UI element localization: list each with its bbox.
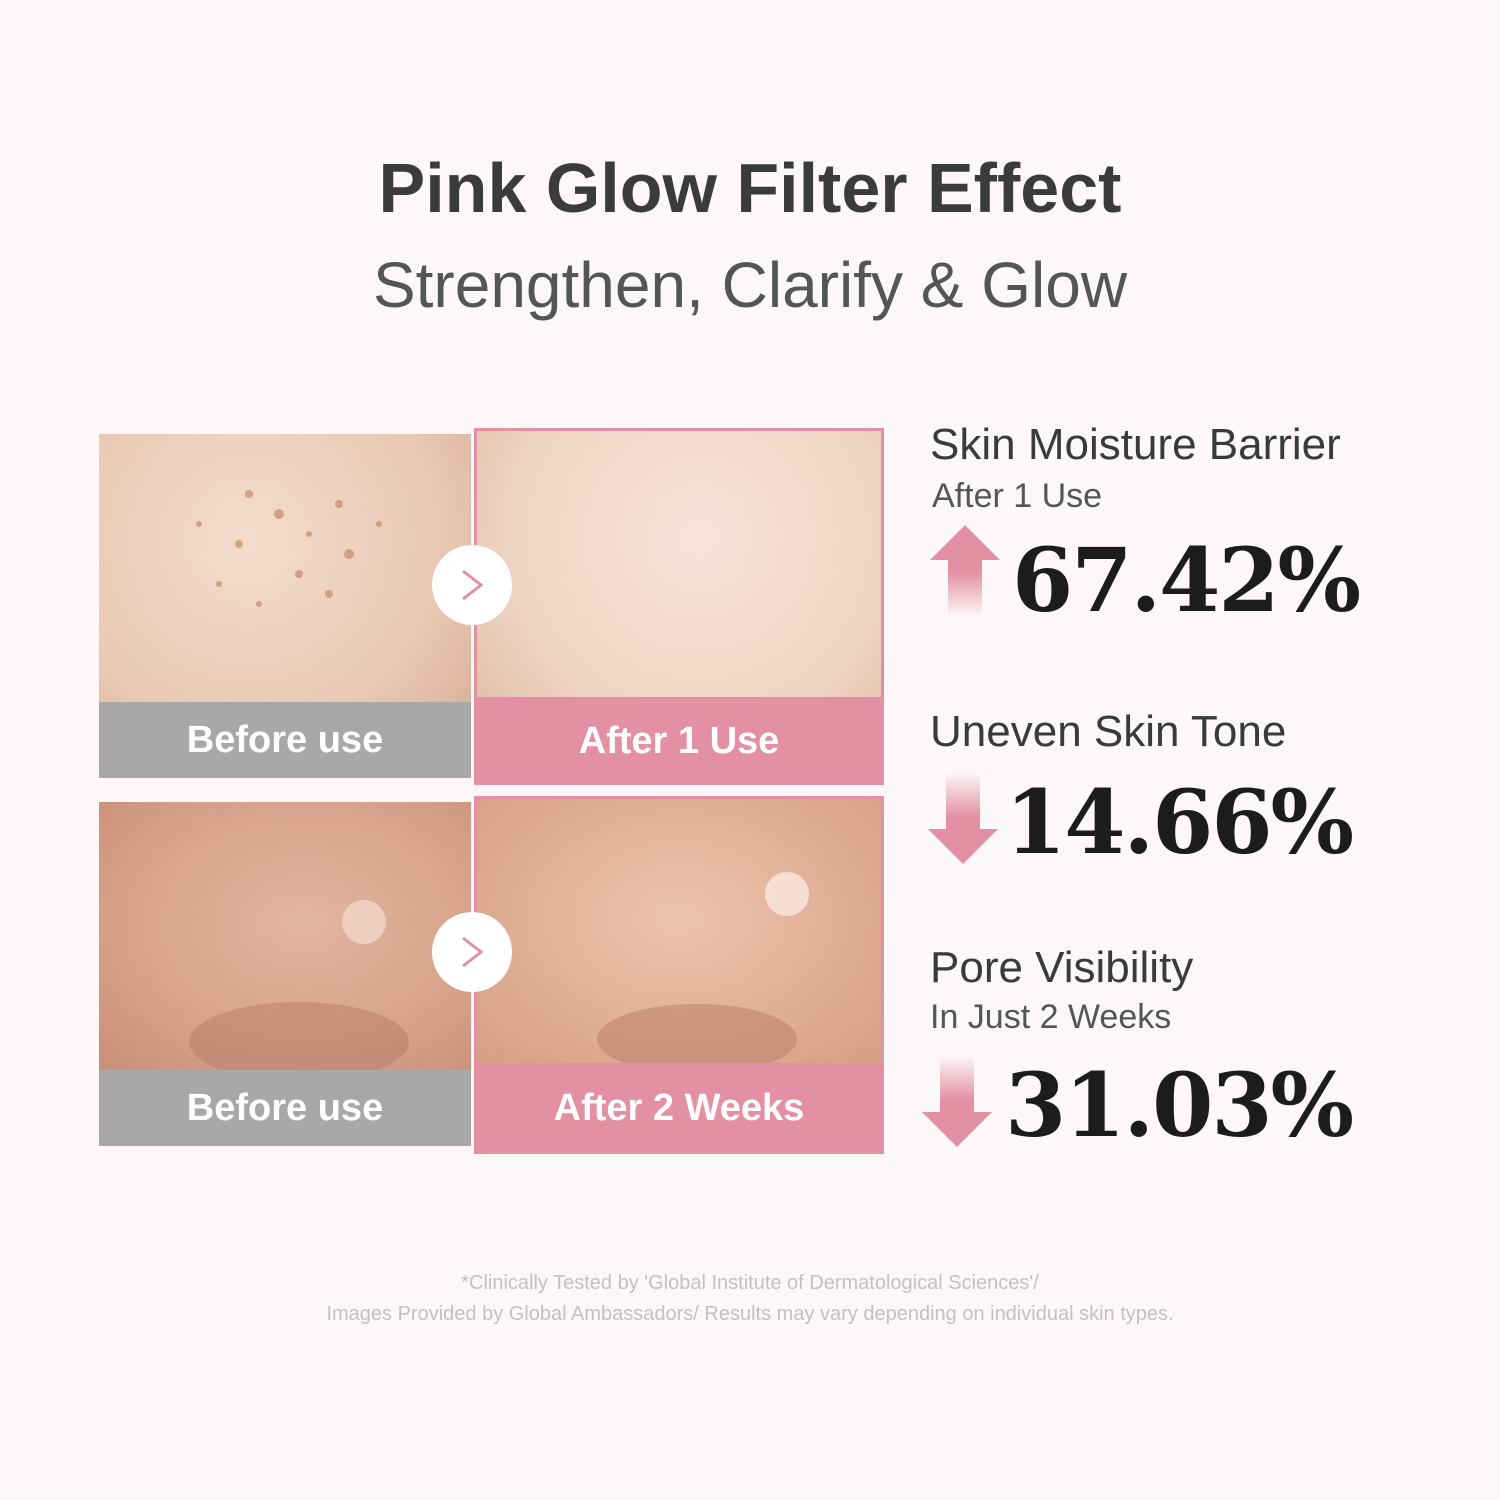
disclaimer: *Clinically Tested by 'Global Institute …: [0, 1268, 1500, 1330]
disclaimer-line-1: *Clinically Tested by 'Global Institute …: [461, 1272, 1039, 1294]
nose-shape: [597, 872, 809, 1063]
after-photo-nose: [474, 796, 884, 1063]
stat-value-tone: 14.66%: [1005, 770, 1354, 874]
stat-value-moisture: 67.42%: [1012, 528, 1361, 632]
chevron-right-icon: [462, 936, 484, 968]
nose-shape: [189, 900, 409, 1070]
arrow-down-icon: [922, 1055, 992, 1147]
before-label-1: Before use: [99, 702, 471, 778]
blemish-spots: [196, 490, 382, 607]
next-arrow-circle-1: [432, 545, 512, 625]
page-title: Pink Glow Filter Effect: [378, 149, 1122, 227]
arrow-up-icon: [930, 525, 1000, 617]
stat-subheading-moisture: After 1 Use: [932, 477, 1103, 515]
after-label-1: After 1 Use: [474, 697, 884, 785]
next-arrow-circle-2: [432, 912, 512, 992]
stat-heading-tone: Uneven Skin Tone: [930, 707, 1287, 756]
stat-value-pores: 31.03%: [1005, 1053, 1354, 1157]
stat-subheading-pores: In Just 2 Weeks: [930, 998, 1172, 1036]
before-label-2: Before use: [99, 1070, 471, 1146]
arrow-down-icon: [928, 772, 998, 864]
page-subtitle: Strengthen, Clarify & Glow: [372, 249, 1128, 321]
after-label-2: After 2 Weeks: [474, 1063, 884, 1154]
after-photo-cheek: [474, 428, 884, 697]
before-photo-nose: [99, 802, 471, 1070]
chevron-right-icon: [462, 569, 484, 601]
disclaimer-line-2: Images Provided by Global Ambassadors/ R…: [326, 1303, 1174, 1325]
before-photo-cheek: [99, 434, 471, 702]
stat-heading-moisture: Skin Moisture Barrier: [930, 420, 1341, 469]
stat-heading-pores: Pore Visibility: [930, 943, 1194, 992]
